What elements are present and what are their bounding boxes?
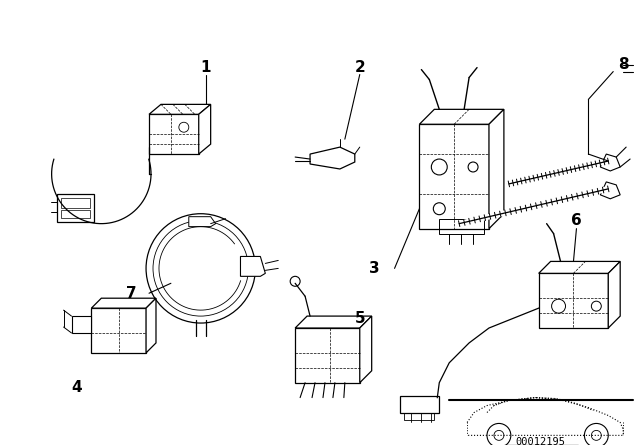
Polygon shape [600,154,620,171]
Bar [61,210,90,218]
Polygon shape [92,298,156,308]
Polygon shape [149,104,211,114]
Polygon shape [360,316,372,383]
Polygon shape [295,316,372,328]
Bar [404,413,435,421]
Polygon shape [419,124,489,228]
Polygon shape [149,114,199,154]
Text: 4: 4 [71,380,82,395]
Polygon shape [608,262,620,328]
Polygon shape [539,262,620,273]
Polygon shape [146,298,156,353]
Text: 5: 5 [355,310,365,326]
Text: 2: 2 [355,60,365,75]
Bar [439,219,484,233]
Polygon shape [539,273,608,328]
Polygon shape [295,328,360,383]
Polygon shape [199,104,211,154]
Polygon shape [600,182,620,199]
Polygon shape [399,396,439,413]
Polygon shape [489,109,504,228]
Polygon shape [419,109,504,124]
Polygon shape [310,147,355,169]
Bar [56,194,94,222]
Bar [61,198,90,208]
Polygon shape [189,217,216,227]
Polygon shape [241,256,266,276]
Text: 8: 8 [618,57,628,72]
Text: 6: 6 [571,213,582,228]
Polygon shape [72,316,92,333]
Text: 00012195: 00012195 [516,437,566,448]
Text: 1: 1 [200,60,211,75]
Text: 3: 3 [369,261,380,276]
Polygon shape [92,308,146,353]
Text: 7: 7 [126,286,136,301]
